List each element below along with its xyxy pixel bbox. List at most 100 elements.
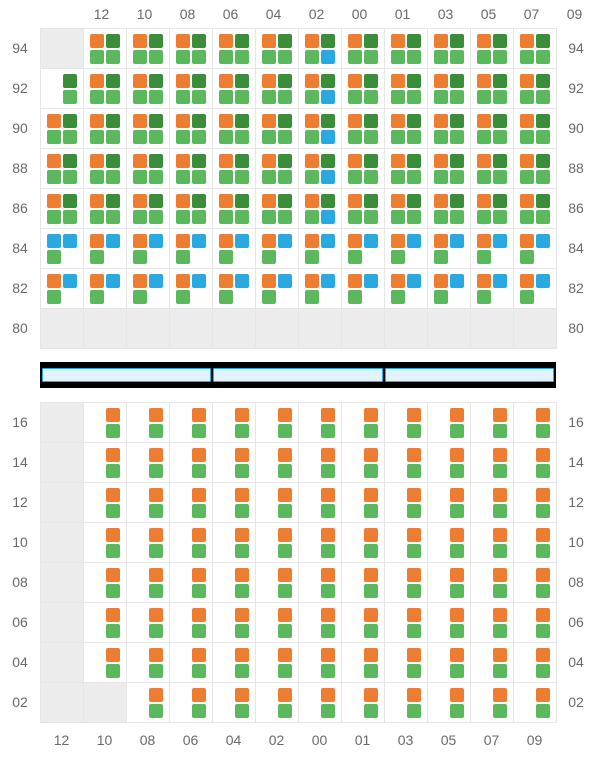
seat-cell[interactable] bbox=[299, 523, 342, 563]
seat-cell[interactable] bbox=[170, 269, 213, 309]
seat-cell[interactable] bbox=[428, 603, 471, 643]
seat-cell[interactable] bbox=[170, 29, 213, 69]
seat-cell[interactable] bbox=[127, 483, 170, 523]
seat-cell[interactable] bbox=[213, 643, 256, 683]
seat-cell[interactable] bbox=[514, 149, 557, 189]
seat-cell[interactable] bbox=[428, 483, 471, 523]
seat-cell[interactable] bbox=[299, 69, 342, 109]
seat-cell[interactable] bbox=[342, 603, 385, 643]
seat-cell[interactable] bbox=[213, 603, 256, 643]
seat-cell[interactable] bbox=[385, 603, 428, 643]
seat-cell[interactable] bbox=[385, 149, 428, 189]
seat-cell[interactable] bbox=[213, 189, 256, 229]
seat-cell[interactable] bbox=[213, 483, 256, 523]
seat-cell[interactable] bbox=[170, 109, 213, 149]
seat-cell[interactable] bbox=[342, 443, 385, 483]
seat-cell[interactable] bbox=[84, 603, 127, 643]
seat-cell[interactable] bbox=[514, 483, 557, 523]
seat-cell[interactable] bbox=[514, 523, 557, 563]
seat-cell[interactable] bbox=[84, 109, 127, 149]
seat-cell[interactable] bbox=[471, 109, 514, 149]
seat-cell[interactable] bbox=[127, 29, 170, 69]
seat-cell[interactable] bbox=[514, 29, 557, 69]
seat-cell[interactable] bbox=[84, 69, 127, 109]
seat-cell[interactable] bbox=[342, 149, 385, 189]
seat-cell[interactable] bbox=[428, 403, 471, 443]
seat-cell[interactable] bbox=[342, 683, 385, 723]
seat-cell[interactable] bbox=[385, 483, 428, 523]
seat-cell[interactable] bbox=[256, 189, 299, 229]
seat-cell[interactable] bbox=[256, 603, 299, 643]
seat-cell[interactable] bbox=[256, 229, 299, 269]
seat-cell[interactable] bbox=[41, 189, 84, 229]
seat-cell[interactable] bbox=[84, 229, 127, 269]
seat-cell[interactable] bbox=[127, 403, 170, 443]
seat-cell[interactable] bbox=[428, 269, 471, 309]
seat-cell[interactable] bbox=[84, 523, 127, 563]
seat-cell[interactable] bbox=[342, 563, 385, 603]
seat-cell[interactable] bbox=[213, 69, 256, 109]
seat-cell[interactable] bbox=[256, 403, 299, 443]
seat-cell[interactable] bbox=[514, 189, 557, 229]
seat-cell[interactable] bbox=[127, 269, 170, 309]
seat-cell[interactable] bbox=[41, 149, 84, 189]
seat-cell[interactable] bbox=[299, 29, 342, 69]
seat-cell[interactable] bbox=[170, 483, 213, 523]
seat-cell[interactable] bbox=[256, 149, 299, 189]
seat-cell[interactable] bbox=[256, 483, 299, 523]
seat-cell[interactable] bbox=[471, 443, 514, 483]
seat-cell[interactable] bbox=[299, 189, 342, 229]
seat-cell[interactable] bbox=[428, 229, 471, 269]
seat-cell[interactable] bbox=[471, 603, 514, 643]
seat-cell[interactable] bbox=[471, 403, 514, 443]
seat-cell[interactable] bbox=[428, 29, 471, 69]
seat-cell[interactable] bbox=[385, 563, 428, 603]
seat-cell[interactable] bbox=[213, 109, 256, 149]
seat-cell[interactable] bbox=[514, 603, 557, 643]
seat-cell[interactable] bbox=[428, 523, 471, 563]
seat-cell[interactable] bbox=[385, 229, 428, 269]
seat-cell[interactable] bbox=[127, 683, 170, 723]
seat-cell[interactable] bbox=[428, 109, 471, 149]
seat-cell[interactable] bbox=[41, 109, 84, 149]
seat-cell[interactable] bbox=[385, 683, 428, 723]
seat-cell[interactable] bbox=[84, 403, 127, 443]
seat-cell[interactable] bbox=[41, 229, 84, 269]
seat-cell[interactable] bbox=[256, 523, 299, 563]
seat-cell[interactable] bbox=[127, 443, 170, 483]
seat-cell[interactable] bbox=[256, 269, 299, 309]
seat-cell[interactable] bbox=[471, 683, 514, 723]
seat-cell[interactable] bbox=[471, 483, 514, 523]
seat-cell[interactable] bbox=[256, 69, 299, 109]
seat-cell[interactable] bbox=[170, 69, 213, 109]
seat-cell[interactable] bbox=[299, 149, 342, 189]
seat-cell[interactable] bbox=[256, 443, 299, 483]
seat-cell[interactable] bbox=[213, 29, 256, 69]
seat-cell[interactable] bbox=[170, 443, 213, 483]
seat-cell[interactable] bbox=[385, 443, 428, 483]
seat-cell[interactable] bbox=[342, 229, 385, 269]
seat-cell[interactable] bbox=[127, 189, 170, 229]
seat-cell[interactable] bbox=[471, 69, 514, 109]
seat-cell[interactable] bbox=[170, 683, 213, 723]
seat-cell[interactable] bbox=[213, 149, 256, 189]
seat-cell[interactable] bbox=[342, 109, 385, 149]
seat-cell[interactable] bbox=[299, 269, 342, 309]
seat-cell[interactable] bbox=[127, 523, 170, 563]
seat-cell[interactable] bbox=[84, 483, 127, 523]
seat-cell[interactable] bbox=[213, 563, 256, 603]
seat-cell[interactable] bbox=[342, 403, 385, 443]
seat-cell[interactable] bbox=[170, 523, 213, 563]
seat-cell[interactable] bbox=[213, 269, 256, 309]
seat-cell[interactable] bbox=[428, 683, 471, 723]
seat-cell[interactable] bbox=[213, 229, 256, 269]
seat-cell[interactable] bbox=[299, 643, 342, 683]
seat-cell[interactable] bbox=[256, 109, 299, 149]
seat-cell[interactable] bbox=[127, 109, 170, 149]
seat-cell[interactable] bbox=[256, 29, 299, 69]
seat-cell[interactable] bbox=[471, 229, 514, 269]
seat-cell[interactable] bbox=[84, 189, 127, 229]
seat-cell[interactable] bbox=[127, 149, 170, 189]
seat-cell[interactable] bbox=[127, 643, 170, 683]
seat-cell[interactable] bbox=[428, 643, 471, 683]
